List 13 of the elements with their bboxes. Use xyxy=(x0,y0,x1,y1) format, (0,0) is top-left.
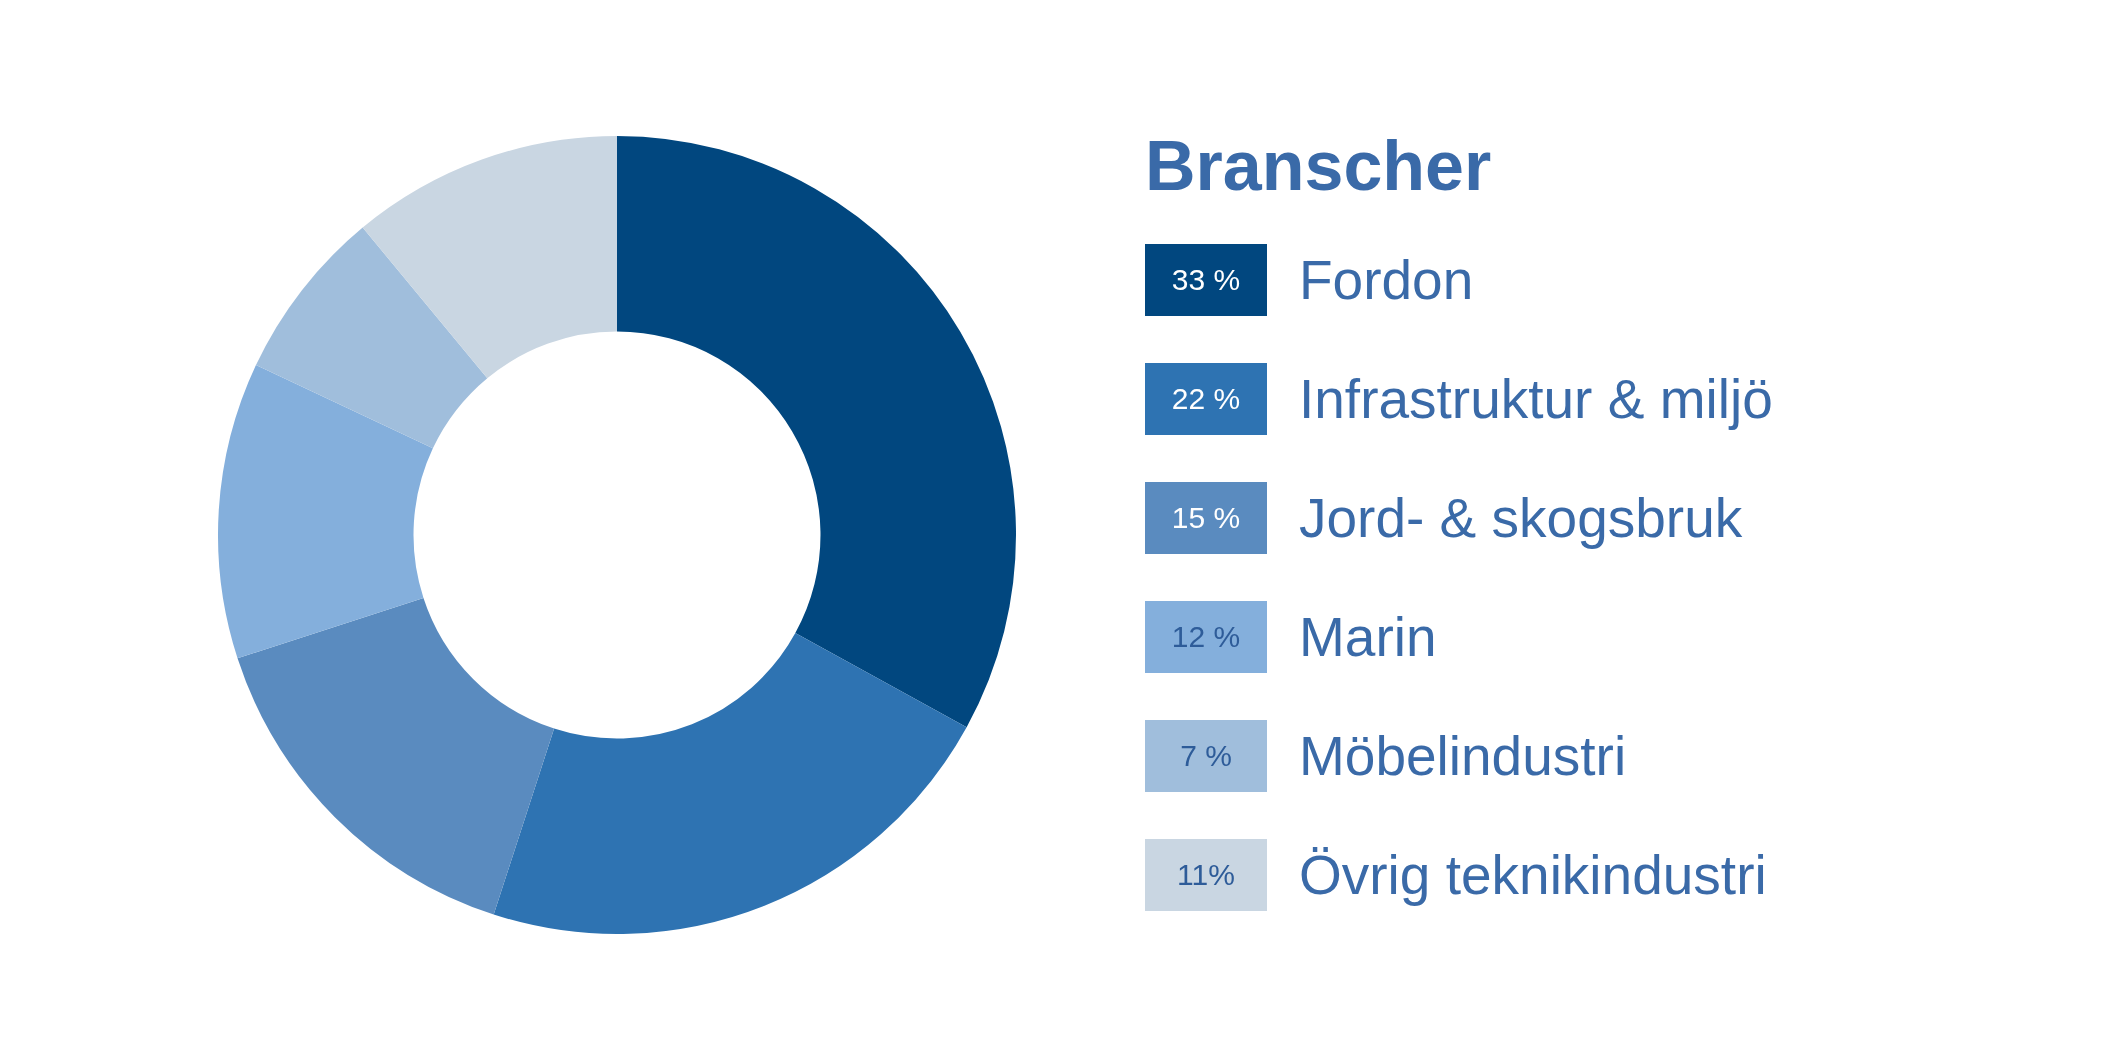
data-label: 7 % xyxy=(1145,720,1267,792)
legend-title: Branscher xyxy=(1145,126,1493,206)
legend-label: Marin xyxy=(1299,605,1437,669)
legend-label: Fordon xyxy=(1299,248,1474,312)
legend-label: Jord- & skogsbruk xyxy=(1299,486,1743,550)
legend-label: Infrastruktur & miljö xyxy=(1299,367,1773,431)
legend-label: Möbelindustri xyxy=(1299,724,1627,788)
data-label: 11% xyxy=(1145,839,1267,911)
data-label: 33 % xyxy=(1145,244,1267,316)
legend-label: Övrig teknikindustri xyxy=(1299,843,1767,907)
data-label: 12 % xyxy=(1145,601,1267,673)
data-label: 15 % xyxy=(1145,482,1267,554)
data-label: 22 % xyxy=(1145,363,1267,435)
